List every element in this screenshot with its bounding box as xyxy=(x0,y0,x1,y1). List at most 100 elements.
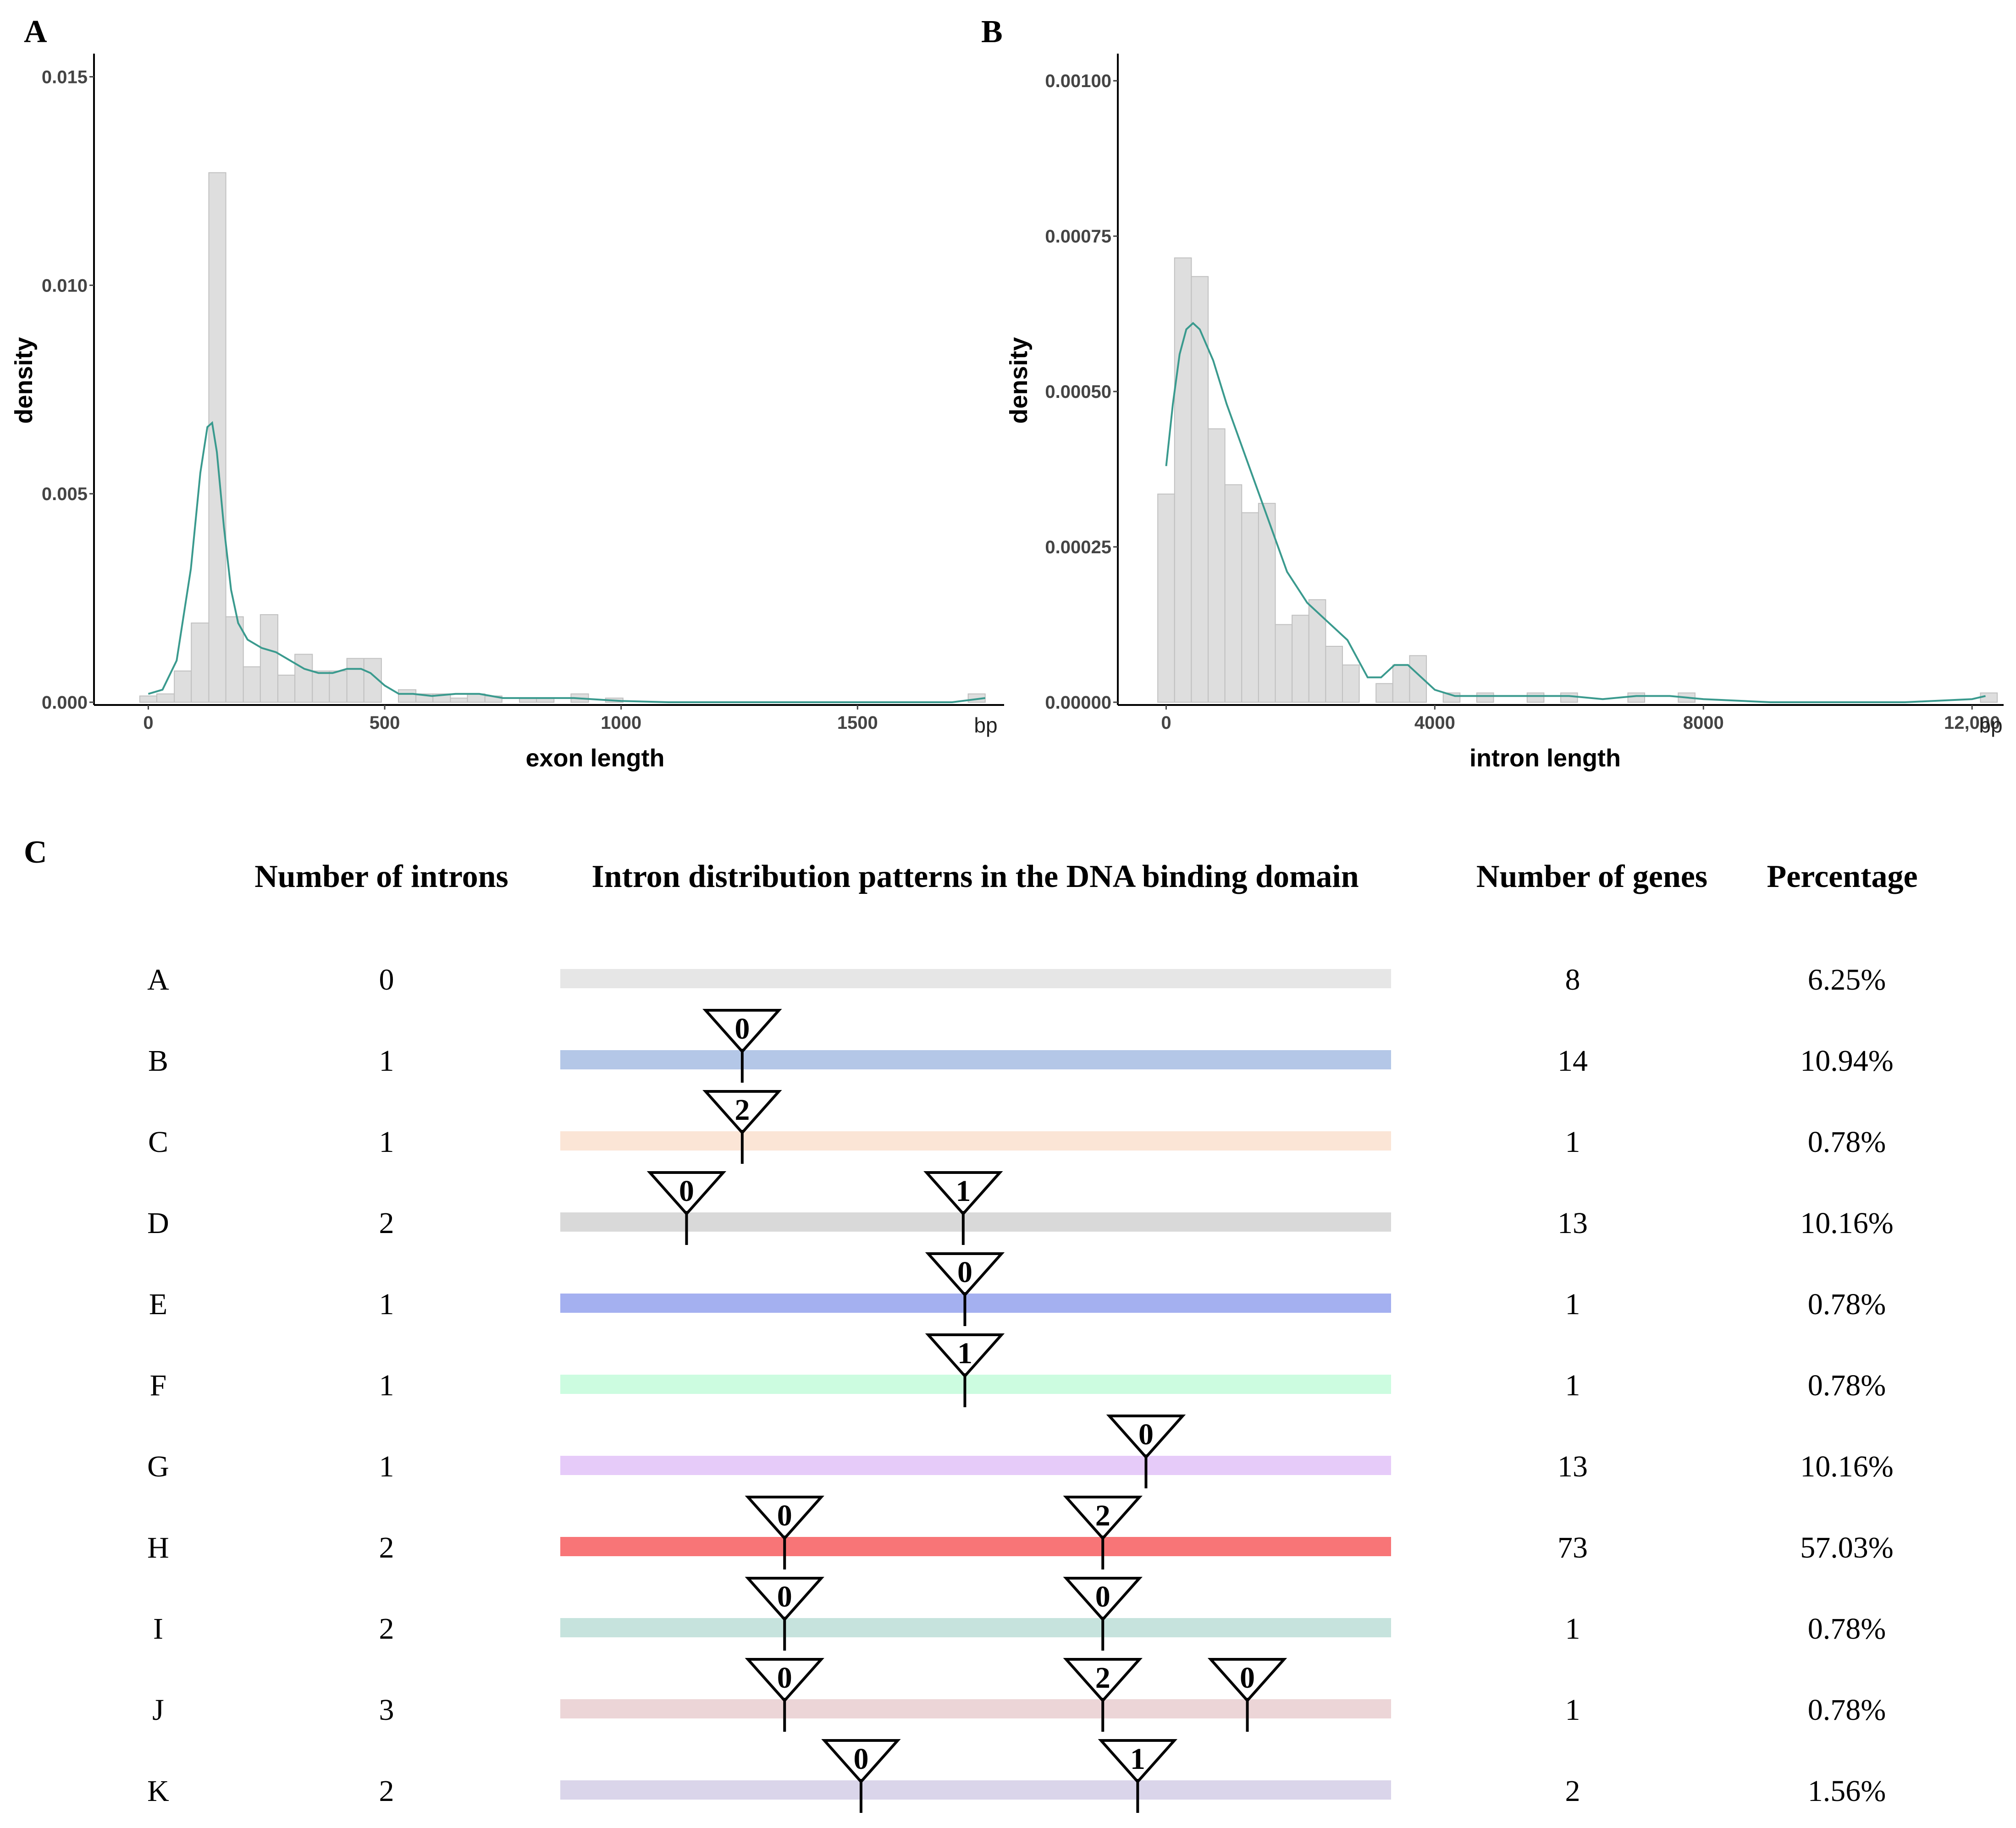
panel-b-y-tick-label: 0.00075 xyxy=(1045,226,1111,247)
panel-b-y-ticks: 0.00000 0.00025 0.00050 0.00075 0.00100 xyxy=(1045,71,1118,713)
intron-insertion-marker: 0 xyxy=(702,1009,782,1083)
panel-b-bar xyxy=(1258,503,1276,703)
intron-insertion-marker: 0 xyxy=(821,1739,901,1813)
intron-phase-label: 0 xyxy=(957,1255,972,1289)
row-pattern-label: A xyxy=(147,963,169,997)
intron-insertion-marker: 0 xyxy=(1106,1415,1186,1488)
intron-insertion-marker: 0 xyxy=(745,1496,824,1569)
row-pattern-label: B xyxy=(148,1044,168,1078)
panel-b-bar xyxy=(1241,512,1259,703)
pattern-row: G 1 0 13 10.16% xyxy=(147,1415,1894,1488)
row-number-of-genes: 1 xyxy=(1565,1288,1580,1321)
intron-phase-label: 2 xyxy=(735,1093,750,1127)
intron-triangle xyxy=(1207,1658,1287,1703)
domain-bar xyxy=(560,1456,1391,1475)
panel-a-x-tick-label: 1000 xyxy=(601,713,641,733)
intron-triangle xyxy=(1063,1496,1143,1541)
row-number-of-genes: 73 xyxy=(1558,1531,1588,1564)
panel-b-bar xyxy=(1292,615,1309,703)
intron-phase-label: 0 xyxy=(777,1661,792,1695)
panel-a-bar xyxy=(225,616,244,703)
row-number-of-genes: 14 xyxy=(1558,1044,1588,1078)
panel-b-bar xyxy=(1560,692,1578,703)
panel-a-y-tick-label: 0.015 xyxy=(42,67,88,87)
panel-a-bar xyxy=(156,693,175,703)
intron-phase-label: 2 xyxy=(1095,1499,1110,1532)
panel-b-x-tick-label: 12,000 xyxy=(1944,713,2000,733)
row-percentage: 0.78% xyxy=(1808,1693,1886,1727)
intron-phase-label: 2 xyxy=(1095,1661,1110,1695)
row-number-of-genes: 13 xyxy=(1558,1450,1588,1483)
panel-a-bar xyxy=(398,689,417,703)
panel-b-bar xyxy=(1980,692,1998,703)
row-number-of-genes: 1 xyxy=(1565,1693,1580,1727)
pattern-row: D 2 0 1 13 10.16% xyxy=(147,1171,1894,1245)
domain-bar xyxy=(560,1537,1391,1556)
panel-b-x-ticks: 0 4000 8000 12,000 xyxy=(1161,705,2000,733)
intron-triangle xyxy=(1063,1658,1143,1703)
panel-a-x-ticks: 0 500 1000 1500 xyxy=(143,705,878,733)
panel-a-bar xyxy=(450,697,468,703)
intron-phase-label: 0 xyxy=(1138,1418,1154,1451)
panel-b-bar xyxy=(1208,428,1226,703)
panel-b-x-tick-label: 0 xyxy=(1161,713,1171,733)
panel-b-bar xyxy=(1174,257,1192,703)
row-number-of-introns: 2 xyxy=(379,1774,394,1808)
panel-a-bar xyxy=(139,695,157,703)
intron-insertion-marker: 0 xyxy=(646,1171,727,1245)
row-percentage: 10.94% xyxy=(1800,1044,1893,1078)
panel-b-letter: B xyxy=(981,14,1003,50)
row-pattern-label: I xyxy=(153,1612,163,1646)
panel-a-density-curve xyxy=(148,421,986,703)
panel-b-bar xyxy=(1275,624,1293,703)
intron-insertion-marker: 1 xyxy=(925,1333,1005,1407)
panel-a-x-tick-label: 0 xyxy=(143,713,153,733)
row-percentage: 6.25% xyxy=(1808,963,1886,997)
row-percentage: 10.16% xyxy=(1800,1206,1893,1240)
intron-phase-label: 0 xyxy=(735,1012,750,1046)
panel-a-bar xyxy=(277,674,296,703)
row-pattern-label: D xyxy=(147,1206,169,1240)
domain-bar xyxy=(560,1212,1391,1232)
intron-triangle xyxy=(646,1171,727,1216)
intron-insertion-marker: 2 xyxy=(1063,1496,1143,1569)
pattern-row: B 1 0 14 10.94% xyxy=(148,1009,1894,1083)
panel-a-bar xyxy=(191,622,210,703)
intron-insertion-marker: 0 xyxy=(925,1252,1005,1326)
intron-phase-label: 0 xyxy=(1240,1661,1255,1695)
row-number-of-genes: 2 xyxy=(1565,1774,1580,1808)
domain-bar xyxy=(560,1131,1391,1151)
intron-triangle xyxy=(702,1009,782,1054)
intron-insertion-marker: 1 xyxy=(1098,1739,1178,1813)
domain-bar xyxy=(560,1294,1391,1313)
panel-c-letter: C xyxy=(24,835,47,870)
panel-b-y-label: density xyxy=(1005,337,1033,424)
intron-insertion-marker: 2 xyxy=(1063,1658,1143,1732)
intron-triangle xyxy=(745,1577,824,1622)
intron-insertion-marker: 0 xyxy=(745,1577,824,1651)
pattern-row: I 2 0 0 1 0.78% xyxy=(153,1577,1886,1651)
intron-triangle xyxy=(745,1496,824,1541)
panel-b-bar xyxy=(1157,493,1175,703)
intron-triangle xyxy=(925,1252,1005,1297)
panel-b-bar xyxy=(1627,692,1646,703)
row-number-of-introns: 2 xyxy=(379,1612,394,1646)
domain-bar xyxy=(560,969,1391,988)
panel-b-bars xyxy=(1157,257,1998,703)
intron-phase-label: 0 xyxy=(1095,1580,1110,1613)
row-number-of-genes: 1 xyxy=(1565,1125,1580,1159)
panel-b-density-curve xyxy=(1165,322,1986,703)
intron-triangle xyxy=(821,1739,901,1784)
row-pattern-label: C xyxy=(148,1125,168,1159)
panel-a-x-tick-label: 1500 xyxy=(837,713,878,733)
intron-phase-label: 1 xyxy=(957,1337,972,1370)
panel-b-bar xyxy=(1325,645,1343,703)
row-number-of-introns: 1 xyxy=(379,1288,394,1321)
panel-b-y-tick-label: 0.00025 xyxy=(1045,537,1111,557)
pattern-row: A 0 8 6.25% xyxy=(147,963,1886,997)
row-number-of-introns: 1 xyxy=(379,1450,394,1483)
row-number-of-introns: 1 xyxy=(379,1369,394,1402)
panel-b-bar xyxy=(1476,692,1494,703)
header-number-of-genes: Number of genes xyxy=(1476,859,1707,894)
